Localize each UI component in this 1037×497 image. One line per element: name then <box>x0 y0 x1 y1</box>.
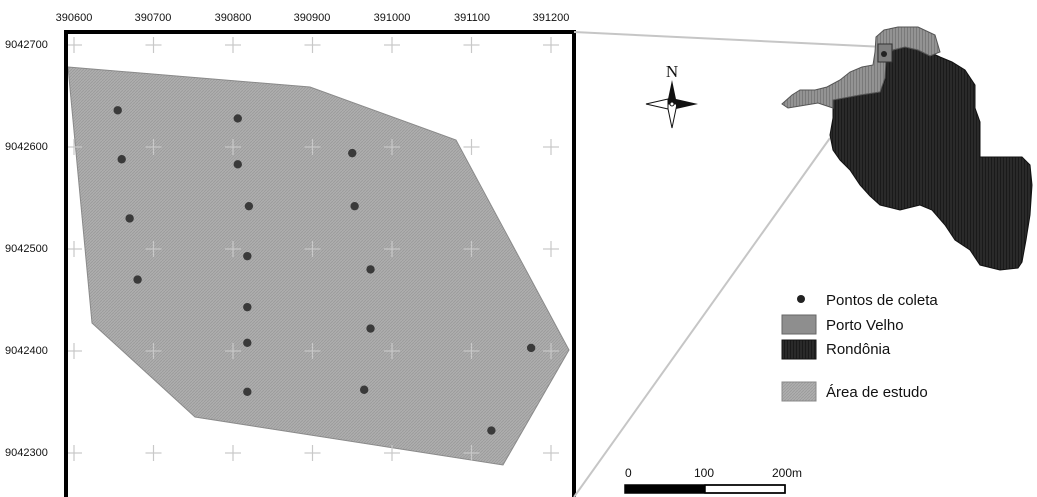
x-tick-label: 390700 <box>135 12 172 24</box>
x-tick-label: 390600 <box>56 12 93 24</box>
grid-cross <box>543 445 559 461</box>
grid-cross <box>225 37 241 53</box>
x-tick-label: 391100 <box>454 12 490 24</box>
grid-cross <box>66 37 82 53</box>
grid-cross <box>66 343 82 359</box>
study-area-polygon <box>67 66 570 466</box>
porto-velho-polygon <box>781 26 941 109</box>
north-arrow-icon <box>667 80 677 104</box>
grid-cross <box>463 445 480 461</box>
sample-point <box>243 338 252 348</box>
grid-cross <box>543 241 559 257</box>
x-tick-label: 390800 <box>215 12 252 24</box>
x-tick-label: 391200 <box>533 12 570 24</box>
grid-cross <box>304 343 321 359</box>
sample-point <box>526 343 536 353</box>
grid-cross <box>384 139 400 155</box>
y-tick-label: 9042500 <box>5 243 48 255</box>
legend-point-icon <box>797 295 805 303</box>
grid-cross <box>225 241 241 257</box>
grid-cross <box>463 139 480 155</box>
sample-point <box>117 155 126 164</box>
scale-label-100: 100 <box>694 466 714 480</box>
y-axis-labels: 9042700 9042600 9042500 9042400 9042300 <box>5 39 48 459</box>
scale-label-200: 200m <box>772 466 802 480</box>
north-arrow: N <box>645 62 698 129</box>
sample-point <box>244 201 254 211</box>
grid-cross <box>66 241 82 257</box>
grid-cross <box>463 37 480 53</box>
sample-point <box>366 324 375 333</box>
grid-cross <box>66 139 82 155</box>
legend: Pontos de coleta Porto Velho Rondônia Ár… <box>781 292 938 402</box>
legend-label-area-estudo: Área de estudo <box>826 384 928 401</box>
sample-point <box>233 114 242 123</box>
legend-patch-area-estudo <box>781 381 817 402</box>
grid-cross <box>304 241 321 257</box>
grid-cross <box>304 445 321 461</box>
sample-point <box>243 251 252 261</box>
x-tick-label: 390900 <box>294 12 331 24</box>
grid-cross <box>384 445 400 461</box>
grid-cross <box>543 139 559 155</box>
legend-patch-rondonia <box>781 339 817 360</box>
grid-cross <box>225 445 241 461</box>
grid-cross <box>145 445 162 461</box>
grid-cross <box>66 445 82 461</box>
sample-point <box>233 160 242 169</box>
grid-cross <box>225 139 241 155</box>
grid-cross <box>145 241 162 257</box>
y-tick-label: 9042700 <box>5 39 48 51</box>
legend-patch-porto-velho <box>781 314 817 335</box>
grid-cross <box>304 139 321 155</box>
sample-point <box>487 426 496 435</box>
y-tick-label: 9042300 <box>5 447 48 459</box>
map-frame <box>64 30 576 497</box>
sample-point <box>243 302 252 312</box>
grid-cross <box>463 343 480 359</box>
scale-bar: 0 100 200m <box>624 466 802 494</box>
y-tick-label: 9042600 <box>5 141 48 153</box>
sample-point <box>243 387 252 396</box>
sample-point <box>350 201 359 211</box>
sample-point <box>348 148 357 158</box>
x-tick-label: 391000 <box>374 12 411 24</box>
sample-point <box>359 385 369 394</box>
grid-cross <box>145 139 162 155</box>
x-axis-labels: 390600 390700 390800 390900 391000 39110… <box>56 12 570 24</box>
grid-cross <box>384 343 400 359</box>
grid-cross <box>463 241 480 257</box>
grid-cross <box>145 37 162 53</box>
sample-point <box>133 275 142 284</box>
sample-points-layer <box>113 106 536 435</box>
grid-cross <box>543 343 559 359</box>
y-tick-label: 9042400 <box>5 345 48 357</box>
rondonia-polygon <box>829 45 1033 271</box>
legend-label-porto-velho: Porto Velho <box>826 317 904 334</box>
main-map-panel <box>64 30 576 497</box>
grid-cross <box>145 343 162 359</box>
scale-label-0: 0 <box>625 466 632 480</box>
north-label: N <box>666 62 678 81</box>
locator-connector-lines <box>573 31 886 497</box>
legend-label-rondonia: Rondônia <box>826 341 891 358</box>
legend-label-pontos: Pontos de coleta <box>826 292 938 309</box>
locator-map <box>781 26 1033 271</box>
grid-crosses <box>66 37 559 461</box>
grid-cross <box>384 37 400 53</box>
grid-cross <box>543 37 559 53</box>
grid-cross <box>304 37 321 53</box>
sample-point <box>125 214 134 223</box>
grid-cross <box>225 343 241 359</box>
grid-cross <box>384 241 400 257</box>
sample-point <box>113 106 122 115</box>
sample-point <box>366 265 375 274</box>
